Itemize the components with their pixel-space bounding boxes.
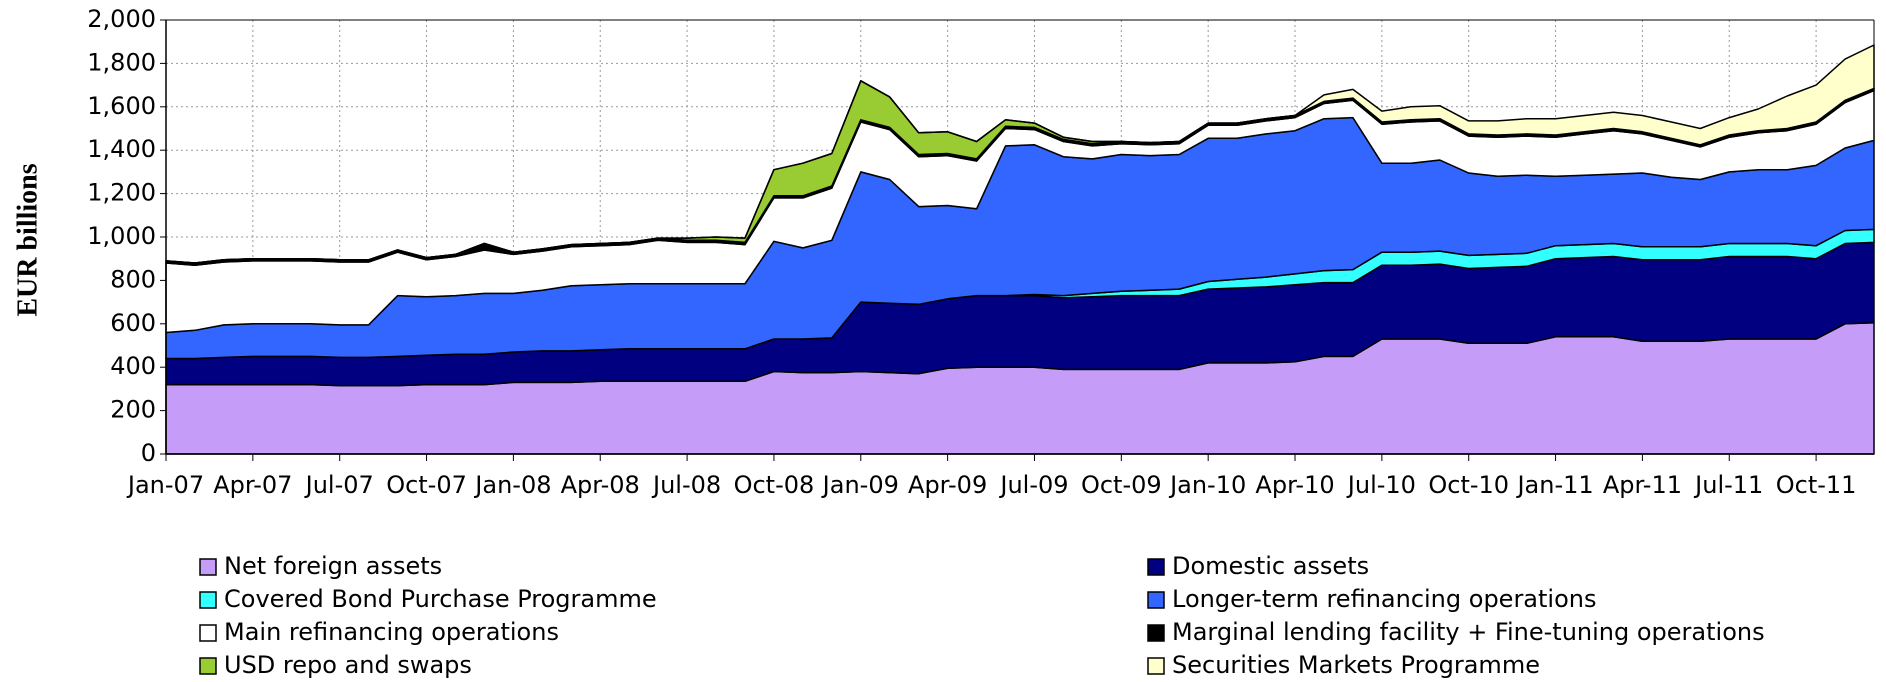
legend-swatch: [199, 558, 217, 576]
y-tick-label: 0: [141, 439, 156, 467]
y-axis-label: EUR billions: [12, 163, 43, 316]
x-tick-label: Oct-07: [386, 471, 467, 499]
legend-swatch: [199, 657, 217, 675]
x-tick-label: Oct-08: [734, 471, 815, 499]
y-tick-label: 400: [110, 352, 156, 380]
x-tick-label: Oct-10: [1428, 471, 1509, 499]
x-tick-label: Jul-10: [1346, 471, 1416, 499]
y-tick-label: 2,000: [87, 5, 156, 33]
legend-label: Marginal lending facility + Fine-tuning …: [1172, 618, 1765, 646]
legend-label: Main refinancing operations: [224, 618, 559, 646]
x-tick-label: Apr-09: [908, 471, 987, 499]
x-tick-label: Apr-11: [1603, 471, 1682, 499]
legend-label: Longer-term refinancing operations: [1172, 585, 1597, 613]
x-tick-label: Jan-11: [1515, 471, 1593, 499]
legend-swatch: [1147, 624, 1165, 642]
x-tick-label: Jul-08: [651, 471, 721, 499]
legend-swatch: [199, 624, 217, 642]
legend-label: Securities Markets Programme: [1172, 651, 1540, 678]
x-tick-label: Oct-11: [1776, 471, 1857, 499]
y-tick-label: 200: [110, 396, 156, 424]
x-tick-label: Apr-08: [561, 471, 640, 499]
y-tick-label: 1,800: [87, 48, 156, 76]
legend-label: Covered Bond Purchase Programme: [224, 585, 657, 613]
x-tick-label: Jan-09: [821, 471, 899, 499]
x-tick-label: Apr-10: [1255, 471, 1334, 499]
x-tick-label: Jan-08: [473, 471, 551, 499]
legend-swatch: [1147, 558, 1165, 576]
legend-label: Net foreign assets: [224, 552, 442, 580]
x-tick-label: Jan-07: [126, 471, 204, 499]
x-tick-label: Jul-07: [304, 471, 374, 499]
legend-swatch: [1147, 657, 1165, 675]
legend-swatch: [1147, 591, 1165, 609]
y-tick-label: 1,600: [87, 92, 156, 120]
y-tick-label: 800: [110, 265, 156, 293]
legend-label: USD repo and swaps: [224, 651, 472, 678]
y-tick-label: 1,200: [87, 179, 156, 207]
x-tick-label: Oct-09: [1081, 471, 1162, 499]
x-tick-label: Jul-11: [1693, 471, 1763, 499]
y-tick-label: 600: [110, 309, 156, 337]
legend-label: Domestic assets: [1172, 552, 1369, 580]
legend-swatch: [199, 591, 217, 609]
x-tick-label: Jan-10: [1168, 471, 1246, 499]
x-tick-label: Jul-09: [998, 471, 1068, 499]
y-tick-label: 1,000: [87, 222, 156, 250]
y-tick-label: 1,400: [87, 135, 156, 163]
x-tick-label: Apr-07: [213, 471, 292, 499]
